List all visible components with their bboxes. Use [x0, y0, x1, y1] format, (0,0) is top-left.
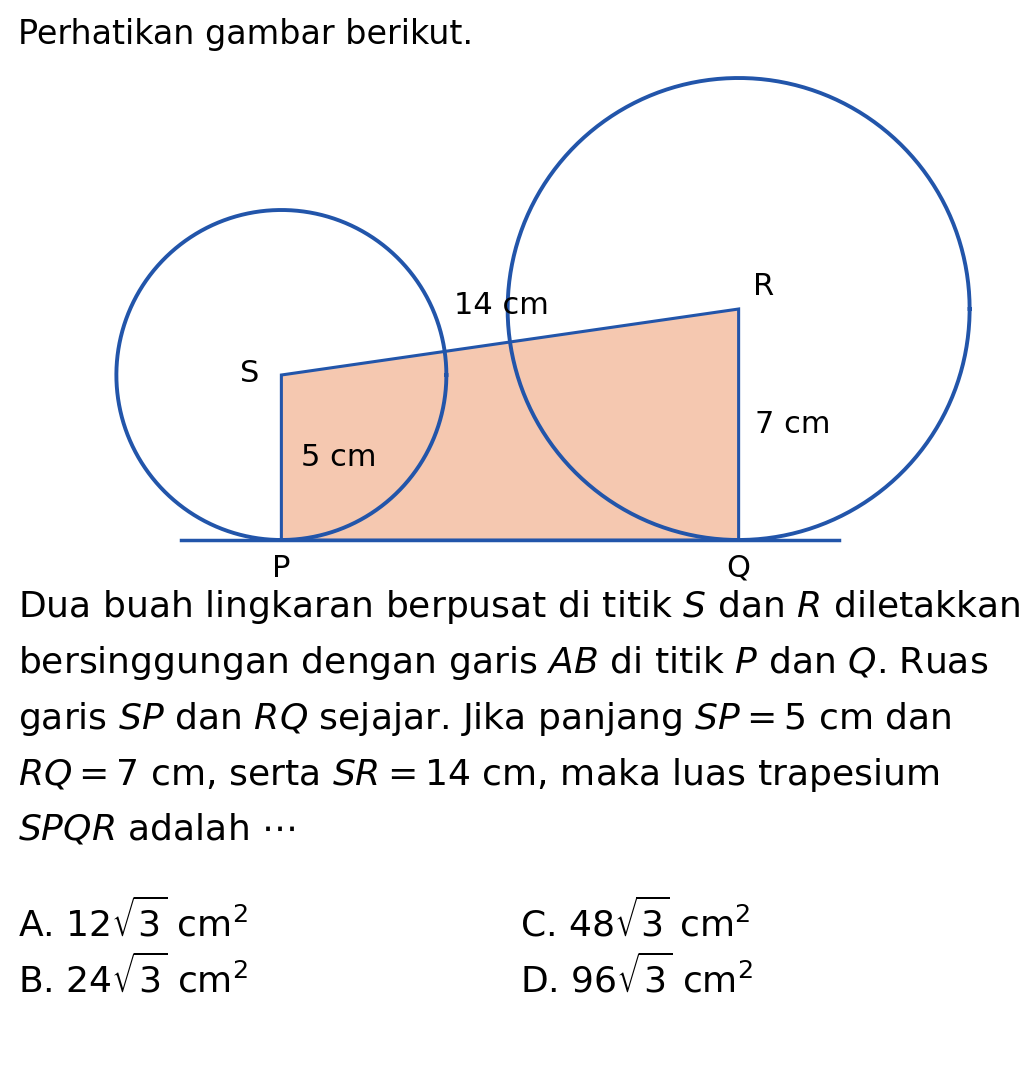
Text: A. $12\sqrt{3}$ cm$^2$: A. $12\sqrt{3}$ cm$^2$: [18, 898, 248, 943]
Text: $RQ=7$ cm, serta $SR=14$ cm, maka luas trapesium: $RQ=7$ cm, serta $SR=14$ cm, maka luas t…: [18, 756, 939, 794]
Text: Dua buah lingkaran berpusat di titik $S$ dan $R$ diletakkan: Dua buah lingkaran berpusat di titik $S$…: [18, 588, 1021, 626]
Text: Perhatikan gambar berikut.: Perhatikan gambar berikut.: [18, 18, 473, 51]
Text: B. $24\sqrt{3}$ cm$^2$: B. $24\sqrt{3}$ cm$^2$: [18, 954, 248, 1000]
Text: C. $48\sqrt{3}$ cm$^2$: C. $48\sqrt{3}$ cm$^2$: [520, 898, 750, 943]
Text: D. $96\sqrt{3}$ cm$^2$: D. $96\sqrt{3}$ cm$^2$: [520, 954, 753, 1000]
Text: 5 cm: 5 cm: [301, 443, 377, 472]
Text: S: S: [240, 359, 259, 387]
Text: garis $SP$ dan $RQ$ sejajar. Jika panjang $SP=5$ cm dan: garis $SP$ dan $RQ$ sejajar. Jika panjan…: [18, 700, 952, 738]
Text: R: R: [752, 272, 774, 301]
Text: 14 cm: 14 cm: [454, 292, 549, 320]
Text: Q: Q: [727, 554, 750, 583]
Text: $SPQR$ adalah $\cdots$: $SPQR$ adalah $\cdots$: [18, 812, 295, 846]
Text: 7 cm: 7 cm: [754, 410, 830, 438]
Text: bersinggungan dengan garis $AB$ di titik $P$ dan $Q$. Ruas: bersinggungan dengan garis $AB$ di titik…: [18, 644, 989, 682]
Polygon shape: [282, 309, 739, 540]
Text: P: P: [272, 554, 291, 583]
